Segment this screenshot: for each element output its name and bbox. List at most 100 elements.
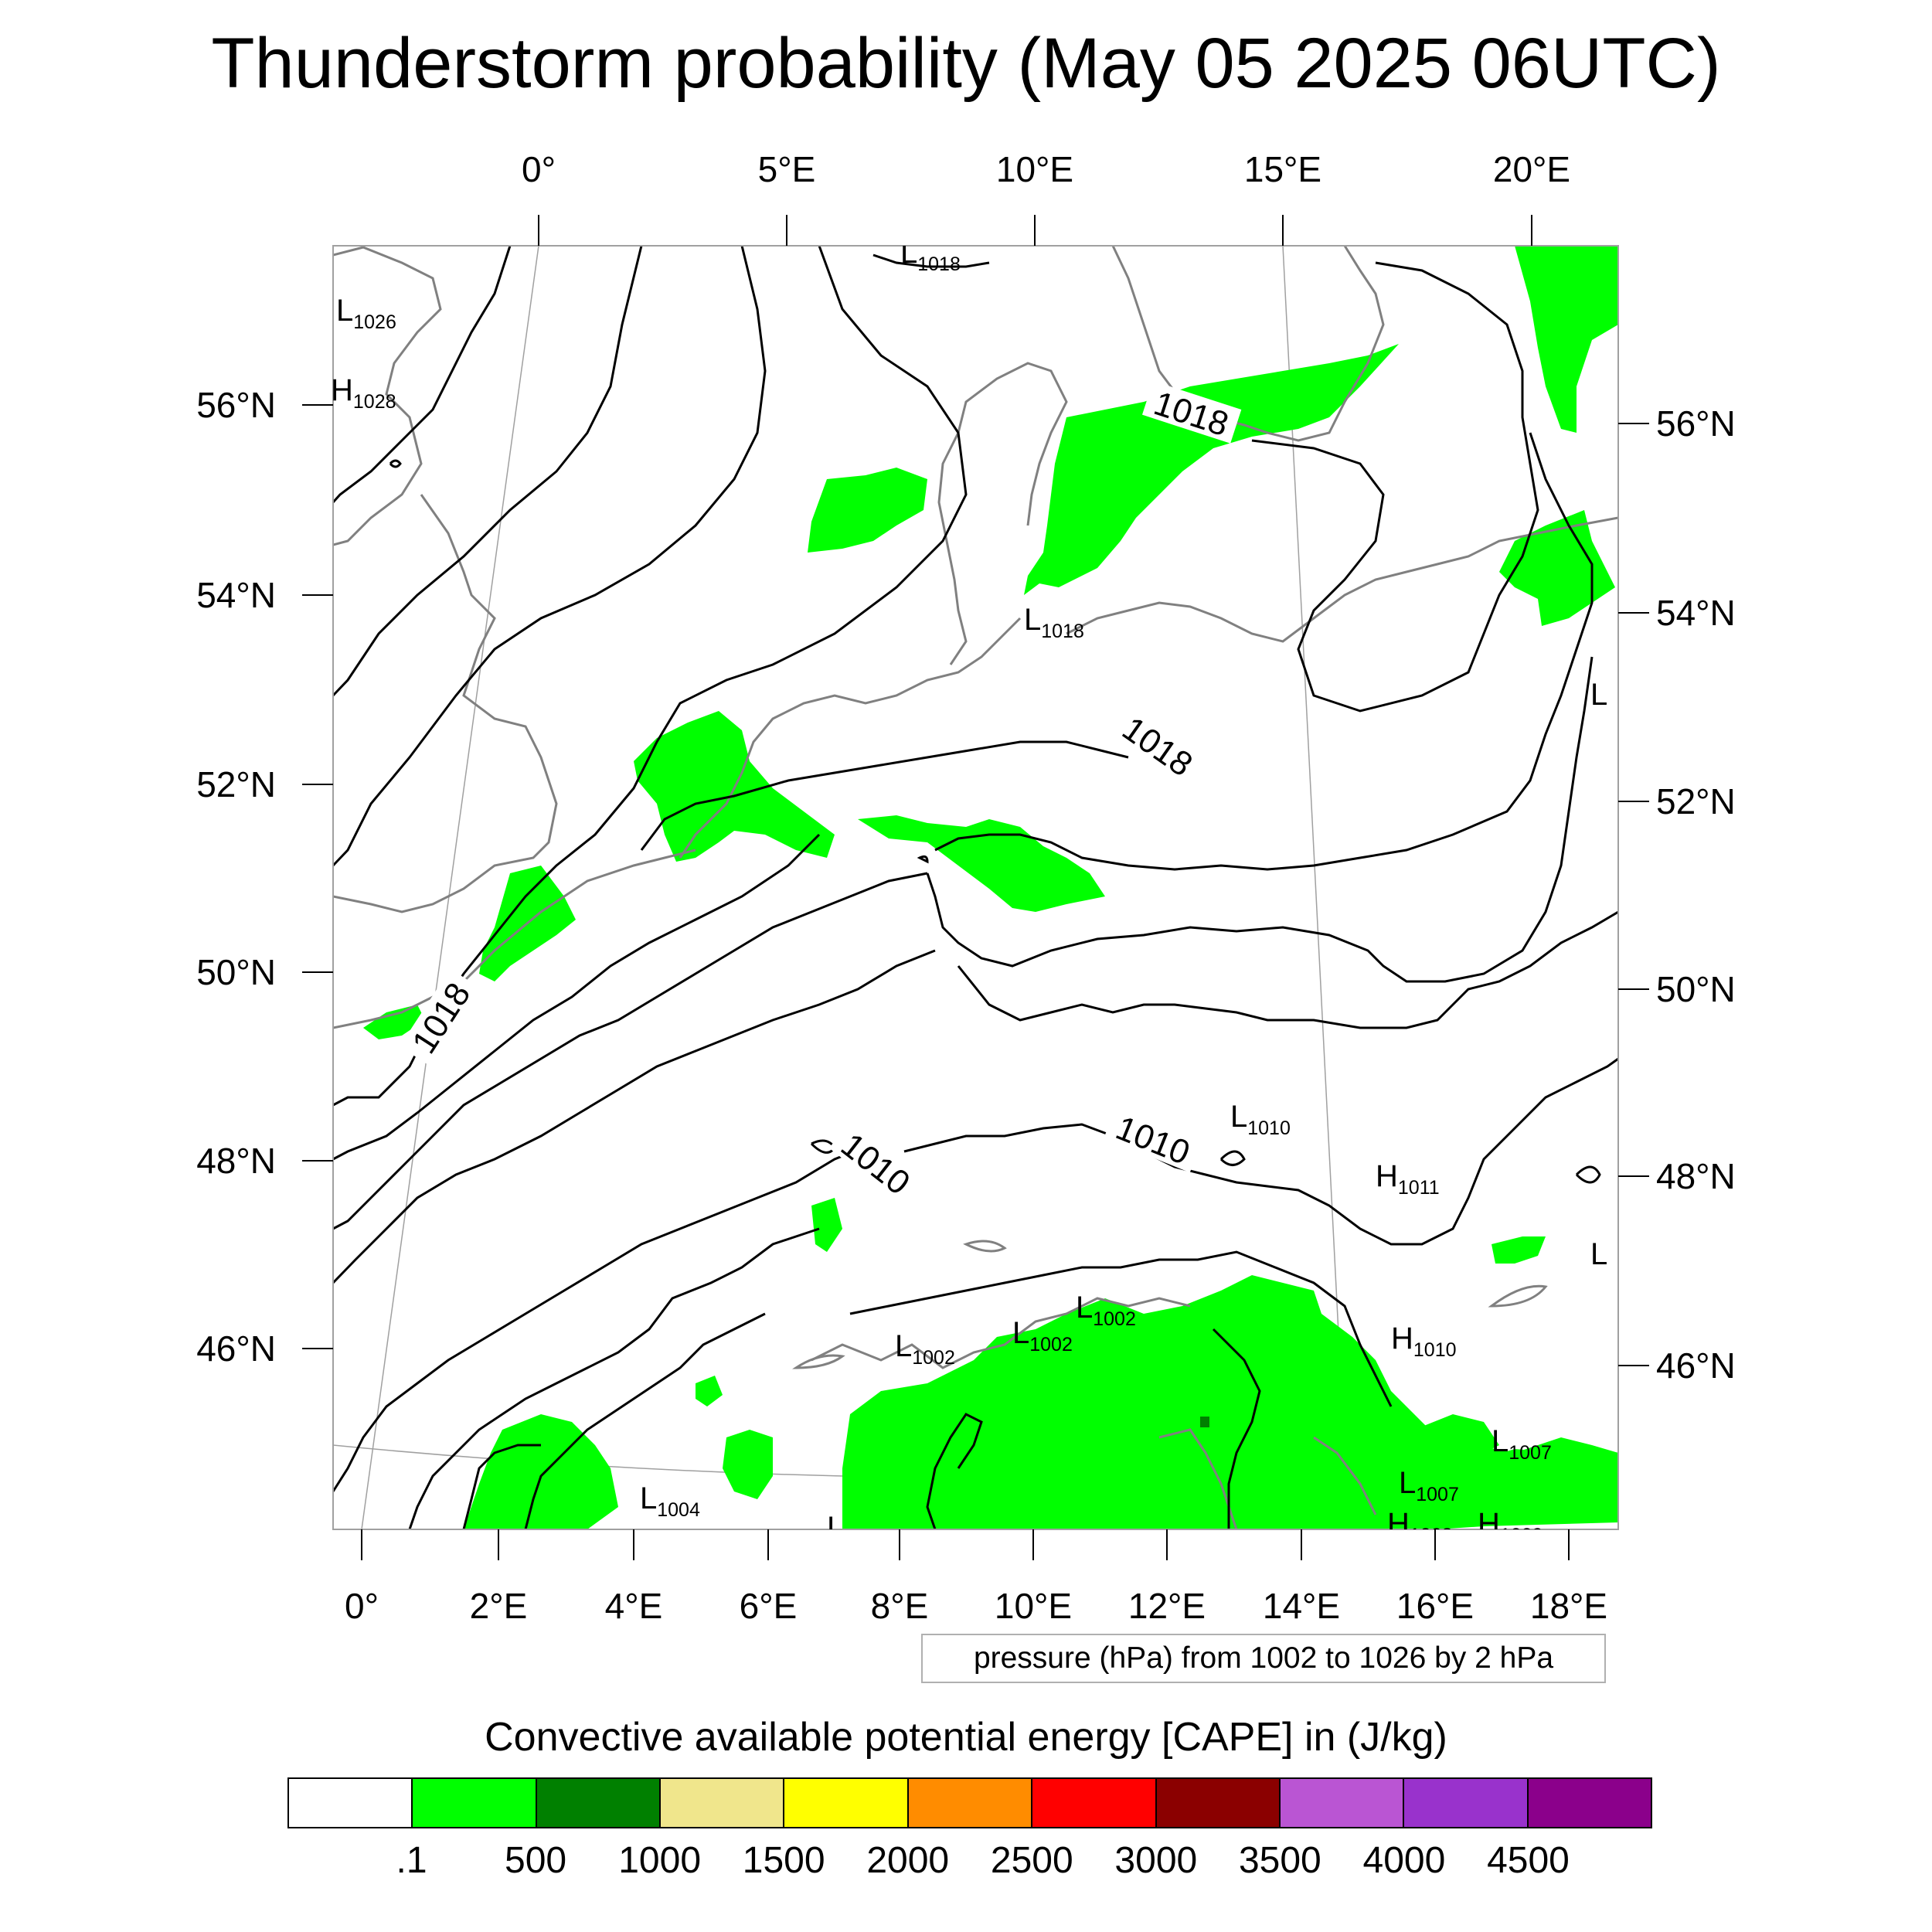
colorbar-swatch [1404, 1779, 1529, 1827]
right-lat-labels: 56°N 54°N 52°N 50°N 48°N 46°N [1656, 403, 1736, 1386]
cape-area-jura [811, 1198, 842, 1252]
coast-england-east [333, 494, 558, 913]
colorbar-swatch [413, 1779, 537, 1827]
isobar-1012-east [957, 910, 1618, 1029]
isobar-1022 [333, 246, 643, 697]
bottom-lon-label: 8°E [871, 1586, 929, 1626]
bottom-lon-label: 2°E [470, 1586, 528, 1626]
colorbar-labels: .1 500 1000 1500 2000 2500 3000 3500 4000 4500 [287, 1839, 1652, 1893]
isobar-1004 [849, 1250, 1393, 1407]
cape-area-se [1476, 1449, 1618, 1511]
colorbar-swatch [1528, 1779, 1651, 1827]
colorbar-label: 3000 [1114, 1840, 1198, 1881]
top-lon-label: 0° [522, 149, 556, 189]
isobar-1010-east [903, 1057, 1618, 1246]
border-alps [811, 1297, 1191, 1369]
bottom-lon-label: 0° [345, 1586, 379, 1626]
colorbar-swatch [908, 1779, 1033, 1827]
right-lat-label: 52°N [1656, 781, 1736, 821]
colorbar-swatch [1156, 1779, 1281, 1827]
cape-area-alps-south [842, 1275, 1618, 1529]
cape-area-slovakia [1492, 1236, 1546, 1264]
colorbar-label: 2000 [866, 1840, 950, 1881]
pressure-center: L [1590, 1237, 1607, 1271]
plot-frame [332, 245, 1619, 1530]
bottom-lon-label: 10°E [995, 1586, 1072, 1626]
colorbar-label: 3500 [1238, 1840, 1321, 1881]
left-lat-labels: 56°N 54°N 52°N 50°N 48°N 46°N [196, 385, 276, 1369]
left-lat-label: 46°N [196, 1328, 276, 1369]
pressure-center: L1007 [1492, 1424, 1552, 1464]
isobar-1018 [333, 246, 968, 1107]
right-lat-label: 56°N [1656, 403, 1736, 444]
colorbar-swatch [784, 1779, 909, 1827]
left-lat-label: 52°N [196, 764, 276, 804]
pressure-note: pressure (hPa) from 1002 to 1026 by 2 hP… [921, 1634, 1606, 1683]
bottom-lon-label: 12°E [1128, 1586, 1206, 1626]
isobar-1020 [333, 246, 767, 867]
pressure-center: L1018 [1024, 603, 1084, 642]
isobar-1008 [408, 1227, 820, 1529]
right-lat-label: 50°N [1656, 969, 1736, 1009]
cape-area-germany-belt [858, 815, 1105, 912]
isobar-label-bg [1110, 704, 1207, 787]
tick-marks [302, 215, 1649, 1560]
meridian-15e [1282, 246, 1349, 1529]
chart-title: Thunderstorm probability (May 05 2025 06… [211, 24, 1721, 103]
colorbar-swatch [1032, 1779, 1157, 1827]
colorbar-swatch [661, 1779, 785, 1827]
cape-fields-dark [1200, 1417, 1209, 1427]
isobar-1012 [333, 949, 936, 1284]
bottom-lon-label: 18°E [1530, 1586, 1607, 1626]
cape-area-france-south [464, 1414, 618, 1529]
pressure-center: H1028 [331, 373, 396, 413]
colorbar-label: 500 [505, 1840, 567, 1881]
isobar-1006-b [462, 1444, 541, 1529]
pressure-center: L1004 [640, 1481, 700, 1521]
right-lat-label: 48°N [1656, 1156, 1736, 1196]
isobar-1014 [333, 872, 928, 1230]
isobar-1024 [333, 246, 512, 504]
pressure-center: L1007 [1399, 1466, 1459, 1505]
cape-area-south-mid [723, 1430, 773, 1499]
isobars [333, 246, 1618, 1529]
right-lat-label: 54°N [1656, 593, 1736, 633]
coast-scotland [333, 246, 442, 546]
cape-area-north-sea [808, 468, 927, 553]
colorbar-label: 4500 [1487, 1840, 1570, 1881]
isobar-label-bg [1141, 380, 1242, 444]
isobar-1004-b [1212, 1328, 1261, 1529]
isobar-small-3 [1575, 1165, 1601, 1184]
bottom-lon-labels: 0° 2°E 4°E 6°E 8°E 10°E 12°E 14°E 16°E 1… [345, 1586, 1607, 1626]
top-lon-labels: 0° 5°E 10°E 15°E 20°E [522, 149, 1570, 189]
colorbar-label: 1000 [618, 1840, 702, 1881]
pressure-center: H1008 [1387, 1507, 1453, 1546]
cape-area-basin-small [696, 1376, 723, 1406]
isobar-small-5 [389, 459, 402, 468]
isobar-1002 [926, 1413, 983, 1529]
bottom-lon-label: 16°E [1396, 1586, 1474, 1626]
coast-italy-north [1158, 1428, 1238, 1529]
colorbar-swatch [536, 1779, 662, 1827]
top-lon-label: 10°E [996, 149, 1073, 189]
isobar-small-2 [917, 855, 929, 864]
pressure-center: L1002 [895, 1329, 955, 1369]
cape-area-hungary [1414, 1414, 1499, 1464]
cape-fields [363, 246, 1618, 1529]
lake-balaton [1488, 1284, 1548, 1308]
bottom-lon-label: 6°E [740, 1586, 798, 1626]
colorbar [287, 1777, 1652, 1828]
isobar-label: 1010 [1111, 1109, 1195, 1172]
pressure-center: L1018 [900, 236, 961, 275]
cape-area-channel [363, 1005, 425, 1039]
pressure-center: L1002 [1076, 1291, 1136, 1330]
isobar-label-bg [400, 968, 481, 1066]
lake-constance [963, 1240, 1007, 1253]
bottom-lon-label: 14°E [1263, 1586, 1340, 1626]
pressure-center: L [1590, 678, 1607, 712]
isobar-small-4 [1219, 1150, 1246, 1166]
colorbar-label: 2500 [990, 1840, 1073, 1881]
pressure-center: L1001 [827, 1511, 887, 1550]
colorbar-label: 4000 [1362, 1840, 1446, 1881]
